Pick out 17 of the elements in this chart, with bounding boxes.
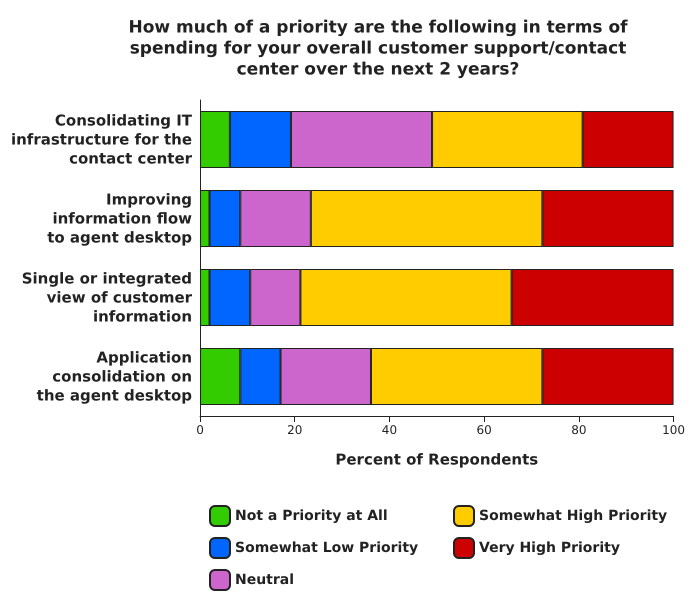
legend-label: Somewhat High Priority: [479, 508, 668, 524]
y-tick-label: Consolidating IT infrastructure for the contact center: [10, 112, 193, 168]
y-tick-label: Single or integrated view of customer information: [22, 270, 193, 326]
x-axis-title: Percent of Respondents: [335, 450, 538, 468]
legend-label: Not a Priority at All: [235, 508, 388, 524]
x-tick-label: 80: [571, 423, 586, 437]
x-tick-label: 100: [662, 423, 685, 437]
legend-label: Somewhat Low Priority: [235, 540, 418, 556]
y-tick-label: Improving information flow to agent desktop: [47, 190, 192, 246]
x-tick-label: 40: [382, 423, 398, 437]
y-tick-label: Application consolidation on the agent desktop: [36, 348, 192, 404]
legend-label: Very High Priority: [479, 540, 620, 556]
x-tick-label: 20: [287, 423, 302, 437]
chart-title: How much of a priority are the following in terms of spending for your overall customer support/contact center over the next 2 years?: [128, 18, 628, 80]
legend-label: Neutral: [235, 572, 294, 588]
x-tick-label: 0: [196, 423, 204, 437]
x-tick-label: 60: [476, 423, 492, 437]
